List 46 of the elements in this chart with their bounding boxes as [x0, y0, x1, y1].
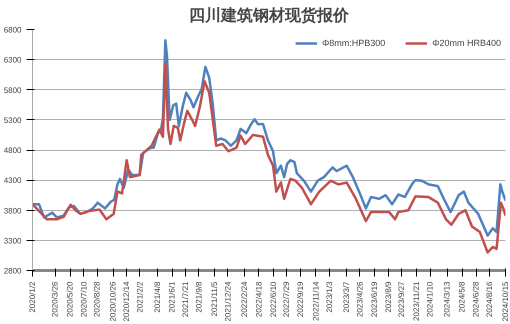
x-tick-label: 2021/4/8 [153, 280, 162, 313]
x-tick-label: 2022/4/18 [254, 280, 264, 318]
line-series [32, 62, 506, 254]
x-tick-label: 2024/10/15 [501, 280, 510, 322]
x-tick-label: 2020/3/26 [50, 280, 60, 318]
x-tick-label: 2021/11/5 [210, 280, 220, 316]
x-tick-label: 2022/6/10 [268, 280, 278, 318]
legend-label: Φ8mm:HPB300 [322, 38, 386, 48]
x-tick-label: 2024/6/28 [472, 280, 481, 318]
x-tick-label: 2021/12/24 [223, 280, 232, 322]
x-tick-label: 2024/1/10 [426, 280, 435, 318]
x-tick-label: 2021/9/8 [194, 280, 204, 313]
x-tick-label: 2023/4/26 [355, 280, 364, 318]
y-tick-label: 6300 [4, 56, 22, 65]
x-tick-label: 2022/7/29 [282, 280, 292, 318]
x-tick-label: 2020/5/20 [66, 280, 75, 318]
y-tick-label: 4300 [4, 176, 22, 186]
y-tick-label: 4800 [4, 146, 22, 155]
y-tick-label: 2800 [4, 266, 22, 276]
x-tick-label: 2023/8/9 [384, 280, 393, 313]
y-tick-label: 6800 [4, 26, 22, 34]
x-tick-label: 2021/7/21 [181, 280, 190, 318]
x-tick-label: 2024/5/8 [458, 280, 467, 313]
x-tick-label: 2023/1/3 [324, 280, 334, 313]
x-tick-label: 2023/3/7 [342, 280, 351, 313]
x-tick-label: 2024/8/16 [484, 280, 494, 318]
x-tick-label: 2020/12/14 [122, 280, 131, 322]
x-tick-label: 2024/3/13 [442, 280, 452, 318]
x-tick-label: 2023/9/27 [397, 280, 406, 318]
x-tick-label: 2020/1/2 [28, 280, 37, 313]
legend-label: Φ20mm HRB400 [432, 38, 501, 48]
x-tick-label: 2023/6/19 [370, 280, 380, 318]
x-tick-label: 2023/11/21 [412, 280, 421, 321]
x-tick-label: 2021/6/1 [168, 280, 177, 313]
x-tick-label: 2022/9/19 [296, 280, 306, 318]
y-tick-label: 5300 [4, 116, 22, 125]
y-tick-label: 3300 [4, 236, 22, 246]
x-tick-label: 2022/2/24 [240, 280, 250, 318]
y-tick-label: 5800 [4, 86, 22, 95]
chart-title: 四川建筑钢材现货报价 [189, 6, 350, 24]
x-tick-label: 2020/8/28 [92, 280, 102, 318]
y-tick-label: 3800 [4, 206, 22, 216]
x-tick-label: 2021/2/2 [135, 280, 144, 313]
x-tick-label: 2020/10/26 [108, 280, 118, 322]
x-tick-label: 2022/11/14 [311, 280, 320, 321]
x-tick-label: 2020/7/10 [79, 280, 88, 318]
